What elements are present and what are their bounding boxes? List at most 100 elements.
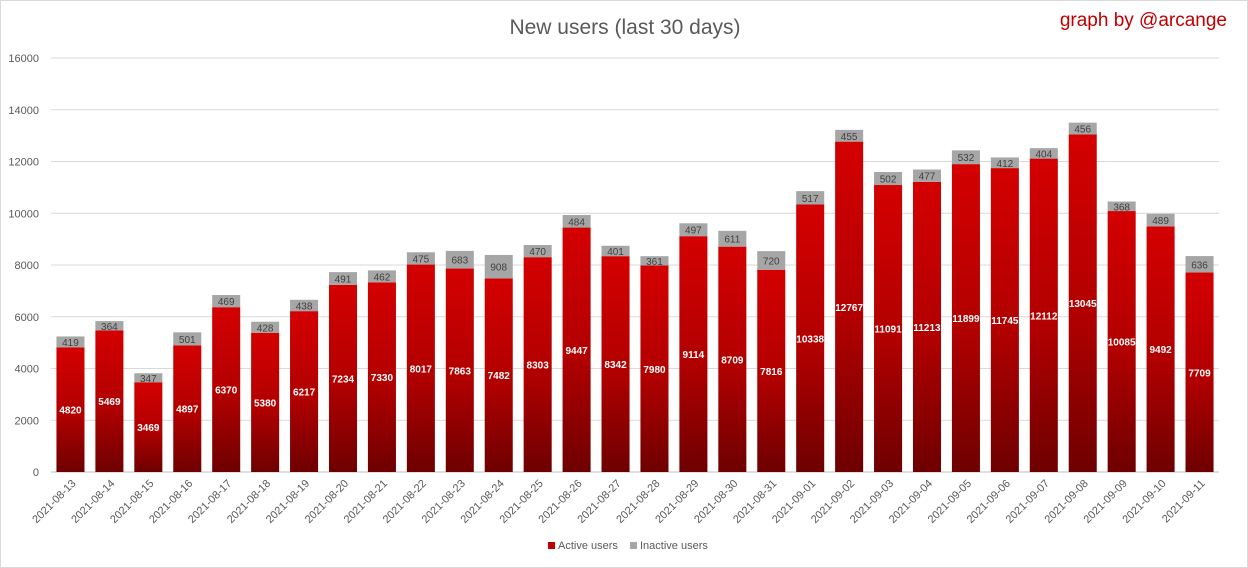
bar-inactive-users: [679, 223, 708, 237]
data-label-inactive: 477: [919, 172, 936, 183]
data-label-inactive: 361: [646, 257, 663, 268]
bar-inactive-users: [835, 129, 864, 142]
legend-swatch-active: [548, 542, 555, 549]
data-label-inactive: 347: [140, 374, 157, 385]
data-label-active: 10085: [1108, 338, 1136, 349]
data-label-inactive: 428: [257, 323, 274, 334]
data-label-inactive: 404: [1035, 149, 1052, 160]
bar-inactive-users: [406, 252, 435, 265]
bar-inactive-users: [990, 157, 1019, 169]
data-label-inactive: 501: [179, 335, 196, 346]
bar-inactive-users: [328, 272, 358, 285]
data-label-active: 6370: [215, 386, 238, 397]
bar-inactive-users: [1146, 213, 1175, 227]
bar-active-users: [251, 332, 280, 472]
bar-inactive-users: [640, 256, 669, 266]
bar-active-users: [1146, 226, 1175, 472]
bar-active-users: [874, 185, 903, 472]
y-tick-label: 12000: [8, 157, 39, 169]
bar-active-users: [601, 256, 630, 472]
bar-active-users: [173, 345, 202, 472]
bar-active-users: [640, 265, 669, 472]
data-label-active: 11899: [952, 314, 980, 325]
bar-active-users: [796, 204, 825, 472]
data-label-inactive: 364: [101, 322, 118, 333]
y-axis: 0 2000 4000 6000 8000 10000 12000 14000 16000: [8, 53, 39, 479]
bar-active-users: [679, 236, 708, 472]
y-tick-label: 8000: [15, 260, 39, 272]
bar-active-users: [290, 311, 319, 472]
bar-inactive-users: [912, 169, 942, 182]
bar-inactive-users: [290, 299, 319, 312]
legend-label-active: Active users: [558, 540, 618, 552]
data-label-active: 4820: [59, 406, 82, 417]
bar-inactive-users: [951, 150, 980, 165]
bar-inactive-users: [1107, 201, 1136, 212]
data-label-inactive: 502: [880, 175, 897, 186]
data-label-inactive: 908: [490, 263, 507, 274]
data-label-inactive: 683: [451, 256, 468, 267]
gridlines: [51, 57, 1219, 473]
data-label-inactive: 517: [802, 194, 819, 205]
data-label-active: 3469: [137, 423, 160, 434]
bar-active-users: [951, 164, 980, 472]
bar-active-users: [1068, 134, 1097, 472]
legend: Active users Inactive users: [548, 540, 708, 552]
data-label-inactive: 636: [1191, 260, 1208, 271]
data-label-active: 4897: [176, 405, 199, 416]
bar-active-users: [445, 268, 474, 472]
data-label-active: 13045: [1069, 299, 1097, 310]
data-label-inactive: 456: [1074, 125, 1091, 136]
bar-active-users: [562, 227, 591, 472]
data-label-inactive: 470: [529, 247, 546, 258]
data-label-active: 8709: [721, 355, 744, 366]
data-label-inactive: 720: [763, 256, 780, 267]
data-label-active: 11213: [913, 323, 941, 334]
data-label-active: 12767: [835, 303, 863, 314]
bar-inactive-users: [212, 295, 241, 308]
data-label-inactive: 469: [218, 297, 235, 308]
data-label-active: 9447: [565, 346, 588, 357]
data-label-inactive: 611: [724, 235, 740, 246]
data-label-active: 7709: [1188, 368, 1211, 379]
data-label-active: 7863: [449, 366, 472, 377]
bar-active-users: [134, 382, 163, 472]
bar-active-users: [406, 264, 435, 472]
y-tick-label: 6000: [15, 312, 39, 324]
data-label-active: 9114: [683, 350, 705, 361]
bar-active-users: [95, 330, 124, 472]
data-label-active: 11745: [991, 316, 1019, 327]
legend-swatch-inactive: [630, 542, 637, 549]
bar-active-users: [835, 141, 864, 472]
data-label-inactive: 401: [607, 247, 624, 258]
data-label-inactive: 412: [997, 159, 1014, 170]
data-label-active: 5380: [254, 398, 277, 409]
bar-active-users: [367, 282, 396, 472]
bars: 4820 419 5469 364 3469 347 4897 501 6370 469 5380 4…: [56, 122, 1214, 473]
bar-inactive-users: [134, 373, 163, 383]
data-label-inactive: 462: [374, 272, 391, 283]
bar-active-users: [56, 347, 85, 472]
data-label-inactive: 438: [296, 301, 313, 312]
bar-inactive-users: [1029, 148, 1058, 159]
x-axis: 2021-08-132021-08-142021-08-152021-08-16…: [30, 478, 1207, 526]
data-label-active: 7482: [488, 371, 511, 382]
bar-inactive-users: [173, 332, 202, 346]
bar-inactive-users: [56, 336, 85, 348]
bar-inactive-users: [601, 245, 630, 257]
data-label-active: 6217: [293, 388, 316, 399]
bar-active-users: [328, 284, 358, 472]
bar-active-users: [523, 257, 552, 472]
bar-active-users: [1107, 211, 1136, 472]
data-label-inactive: 532: [958, 153, 975, 164]
data-label-active: 10338: [796, 334, 824, 345]
chart-credit: graph by @arcange: [1060, 10, 1227, 31]
data-label-active: 7816: [760, 367, 783, 378]
bar-inactive-users: [874, 172, 903, 186]
y-tick-label: 14000: [8, 105, 39, 117]
bar-active-users: [484, 278, 513, 472]
bar-inactive-users: [367, 270, 396, 283]
data-label-inactive: 489: [1152, 216, 1169, 227]
